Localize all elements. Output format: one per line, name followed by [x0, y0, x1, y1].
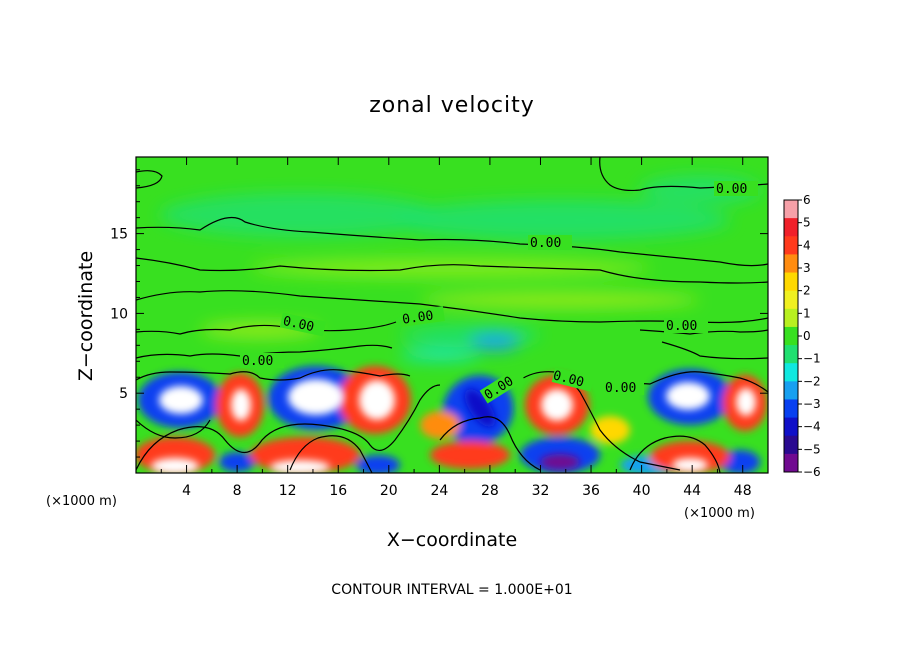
contour-label: 0.00	[716, 182, 747, 197]
colorbar-segment	[784, 399, 798, 419]
x-tick-label: 12	[279, 483, 297, 499]
plot-frame	[135, 156, 769, 474]
x-unit-left: (×1000 m)	[46, 494, 117, 509]
contour-interval-note: CONTOUR INTERVAL = 1.000E+01	[331, 582, 572, 598]
colorbar-segment	[784, 254, 798, 274]
x-tick-label: 32	[532, 483, 550, 499]
colorbar-tick-label: −4	[803, 420, 821, 434]
x-tick-label: 40	[633, 483, 651, 499]
colorbar-tick-label: −3	[803, 397, 821, 411]
colorbar-tick-label: 2	[803, 284, 811, 298]
colorbar-tick-label: 5	[803, 216, 811, 230]
colorbar-segment	[784, 453, 798, 473]
x-axis-label: X−coordinate	[387, 529, 517, 551]
contour-label: 0.00	[666, 319, 697, 334]
x-tick-label: 28	[481, 483, 499, 499]
contour-label: 0.00	[551, 368, 585, 390]
colorbar-segment	[784, 435, 798, 455]
colorbar: 6 5 4 3 2 1 0 −1 −2 −3 −4 −5 −6	[783, 193, 821, 479]
colorbar-tick-label: −6	[803, 465, 821, 479]
colorbar-segment	[784, 272, 798, 292]
x-tick-label: 44	[683, 483, 701, 499]
colorbar-segment	[784, 236, 798, 255]
contour-label: 0.00	[605, 381, 636, 396]
x-tick-label: 48	[734, 483, 752, 499]
colorbar-tick-label: −2	[803, 374, 821, 388]
colorbar-tick-label: −1	[803, 352, 821, 366]
x-tick-label: 16	[329, 483, 347, 499]
x-unit-right: (×1000 m)	[684, 506, 755, 521]
colorbar-tick-label: −5	[803, 442, 821, 456]
colorbar-segment	[784, 417, 798, 437]
colorbar-segment	[784, 381, 798, 400]
x-tick-label: 20	[380, 483, 398, 499]
colorbar-segment	[784, 200, 798, 219]
contour-label: 0.00	[530, 236, 561, 251]
x-tick-label: 24	[430, 483, 448, 499]
colorbar-segment	[784, 218, 798, 237]
colorbar-tick-label: 6	[803, 193, 811, 207]
colorbar-segment	[784, 363, 798, 382]
x-tick-label: 4	[182, 483, 191, 499]
y-tick-label: 5	[119, 386, 128, 402]
contour-lines	[136, 157, 768, 473]
contour-label: 0.00	[401, 308, 434, 327]
x-tick-label: 8	[233, 483, 242, 499]
x-tick-label: 36	[582, 483, 600, 499]
upper-field	[160, 175, 760, 361]
colorbar-segment	[784, 308, 798, 328]
y-axis: 5 10 15	[110, 169, 768, 458]
y-tick-label: 10	[110, 306, 128, 322]
colorbar-segment	[784, 345, 798, 364]
y-tick-label: 15	[110, 227, 128, 243]
colorbar-segment	[784, 326, 798, 346]
x-axis: 4 8 12 16 20 24 28 32 36 40 44 48	[160, 157, 752, 499]
contour-labels: 0.00 0.00 0.00 0.00 0.00 0.00 0.00 0.00 …	[240, 181, 758, 404]
y-axis-label: Z−coordinate	[75, 251, 97, 381]
colorbar-tick-label: 1	[803, 306, 811, 320]
colorbar-segment	[784, 290, 798, 310]
contour-label: 0.00	[242, 354, 273, 369]
vortex-cores	[151, 379, 756, 473]
colorbar-tick-label: 4	[803, 238, 811, 252]
colorbar-tick-label: 0	[803, 329, 811, 343]
contour-label: 0.00	[282, 314, 316, 335]
plot-area: 0.00 0.00 0.00 0.00 0.00 0.00 0.00 0.00 …	[136, 157, 768, 473]
chart-title: zonal velocity	[369, 93, 535, 118]
colorbar-tick-label: 3	[803, 261, 811, 275]
